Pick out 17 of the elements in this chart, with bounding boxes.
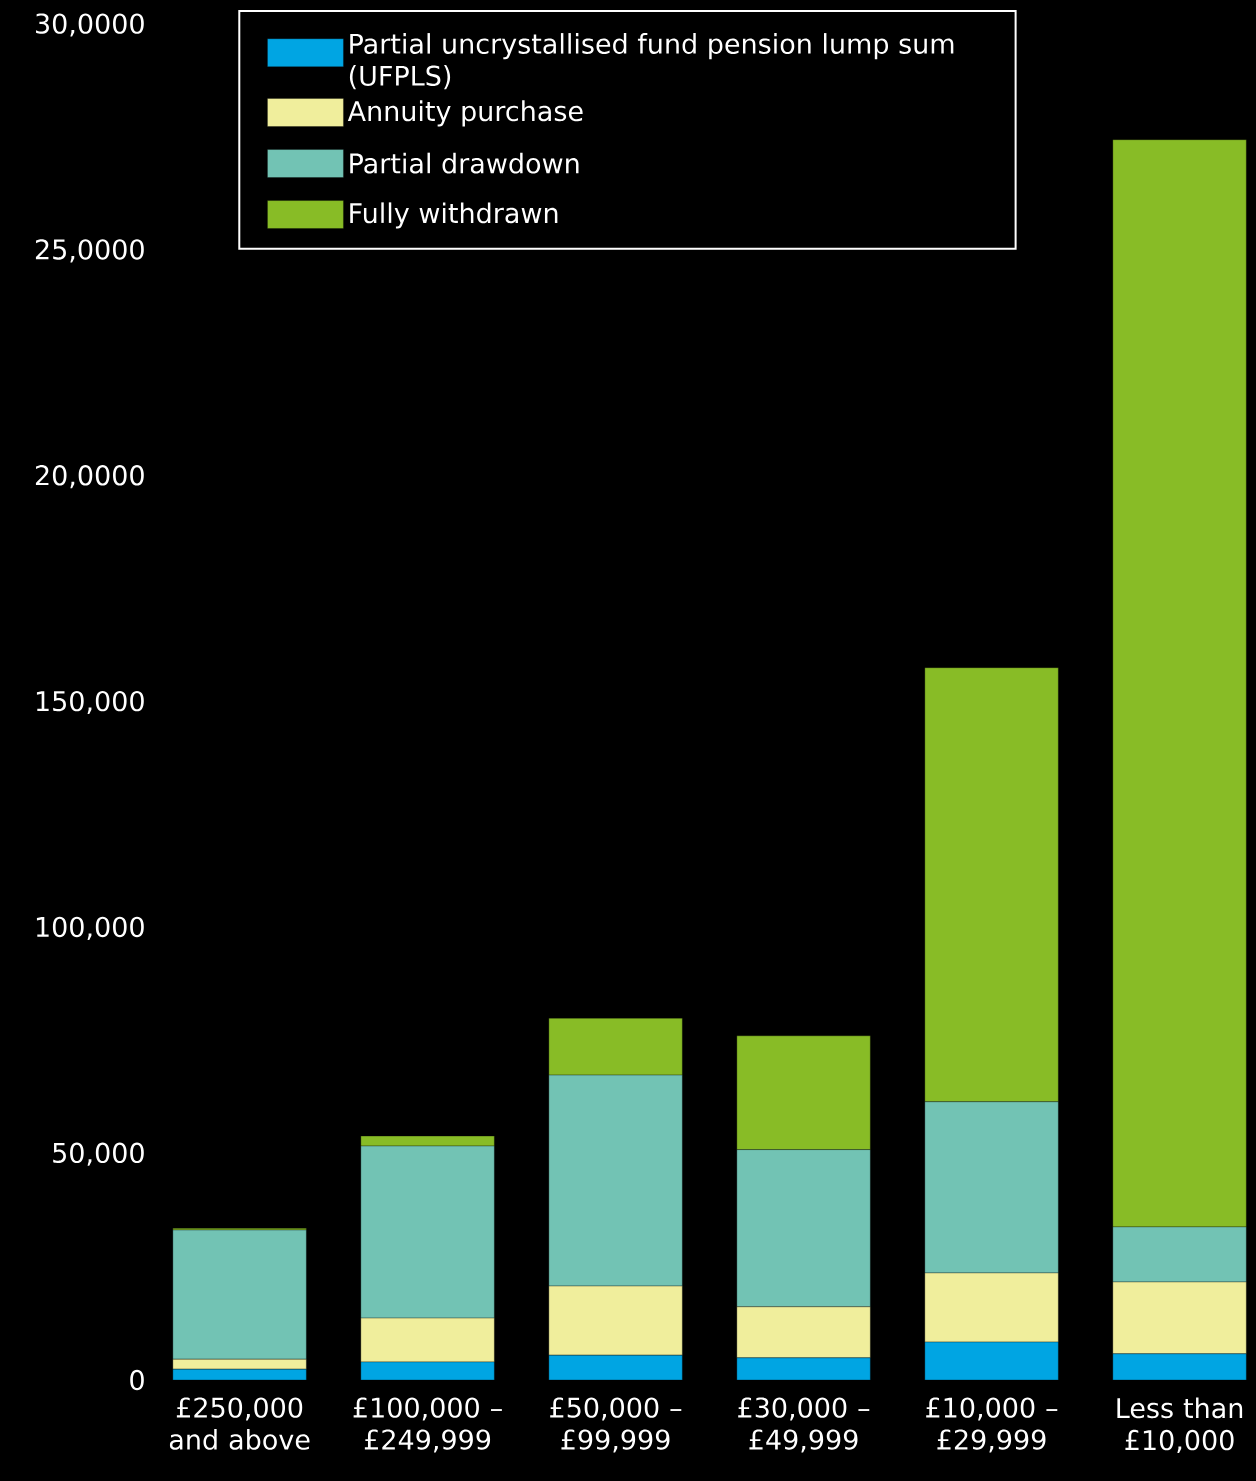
x-tick-label: £100,000 – £249,999 <box>353 1397 502 1453</box>
x-tick-label: Less than £10,000 <box>1117 1397 1243 1454</box>
legend-label: Partial drawdown <box>350 152 579 174</box>
y-tick-label: 25,0000 <box>35 239 144 263</box>
y-tick-label: 150,000 <box>36 690 144 715</box>
x-tick-label: £250,000 and above <box>169 1397 310 1450</box>
legend-label: Fully withdrawn <box>350 202 558 229</box>
legend-label: Partial uncrystallised fund pension lump sum (UFPLS) <box>349 33 954 90</box>
x-tick-label: £50,000 – £99,999 <box>550 1397 682 1453</box>
x-tick-label: £30,000 – £49,999 <box>738 1397 870 1453</box>
y-tick-label: 20,0000 <box>35 465 144 489</box>
y-tick-label: 0 <box>130 1369 144 1391</box>
x-tick-label: £10,000 – £29,999 <box>926 1397 1058 1453</box>
y-tick-label: 100,000 <box>36 916 144 940</box>
legend-label: Annuity purchase <box>347 100 583 127</box>
y-tick-label: 50,000 <box>53 1142 144 1166</box>
y-tick-label: 30,0000 <box>36 13 144 37</box>
